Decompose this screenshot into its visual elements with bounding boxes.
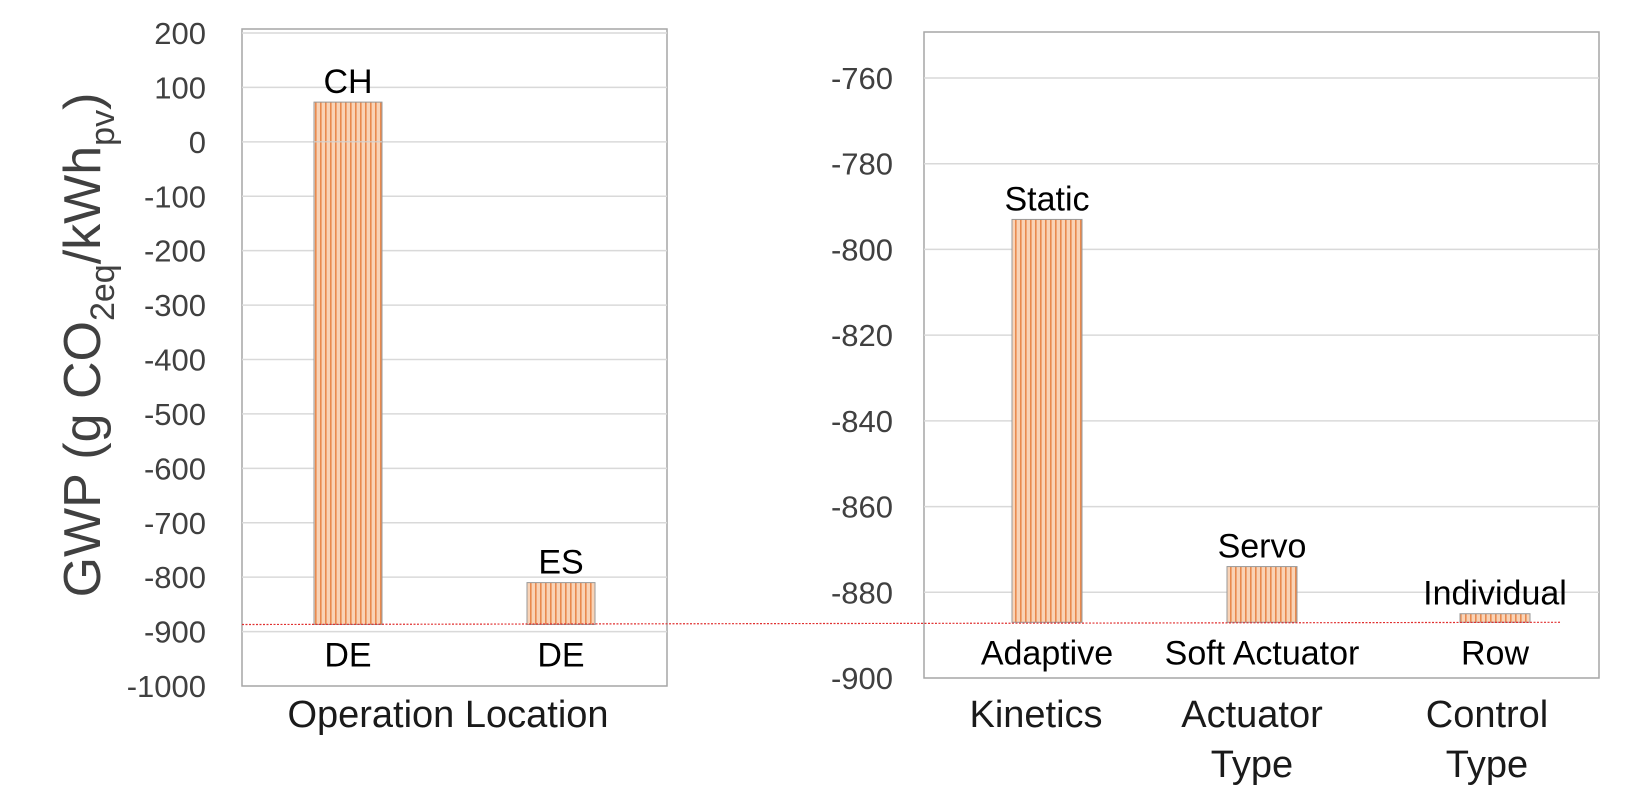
y-tick-label: -800: [144, 560, 206, 595]
y-tick-label: -400: [144, 343, 206, 378]
right-group-titles: Kinetics Actuator Type Control Type: [969, 694, 1548, 786]
reference-line-layer: [241, 621, 1561, 626]
y-axis-title-mid: /kWh: [54, 146, 112, 264]
y-tick-label: -300: [144, 288, 206, 323]
y-tick-label: -500: [144, 397, 206, 432]
y-tick-label: -860: [831, 490, 893, 525]
group-title-line: Control: [1426, 694, 1549, 736]
bar-top-label: Static: [1004, 180, 1089, 218]
y-tick-label: -820: [831, 318, 893, 353]
bar-bottom-label: Adaptive: [981, 634, 1113, 672]
bar: [1011, 218, 1083, 623]
bar: [526, 582, 596, 626]
group-title-line: Actuator: [1181, 694, 1323, 736]
bar-top-label: Individual: [1423, 575, 1567, 613]
bar-bottom-label: Soft Actuator: [1165, 634, 1360, 672]
group-title-line: Kinetics: [969, 694, 1102, 736]
y-tick-label: -760: [831, 61, 893, 96]
y-axis-title-sub1: 2eq: [84, 264, 122, 321]
bar-bottom-label: Row: [1461, 634, 1529, 672]
x-axis-title-operation-location: Operation Location: [287, 694, 608, 736]
group-title-line: Type: [1211, 744, 1293, 786]
y-axis-title: GWP (g CO2eq/kWhpv): [54, 93, 122, 598]
bar-bottom-label: DE: [324, 637, 371, 675]
bar: [1459, 613, 1531, 623]
y-tick-label: -880: [831, 575, 893, 610]
y-axis-title-suffix: ): [54, 93, 112, 110]
y-tick-label: -700: [144, 506, 206, 541]
y-tick-label: -840: [831, 404, 893, 439]
bar-bottom-label: DE: [537, 637, 584, 675]
y-tick-label: -1000: [127, 669, 206, 704]
bar: [1226, 566, 1298, 623]
y-tick-label: -900: [144, 615, 206, 650]
y-tick-label: -900: [831, 661, 893, 696]
bar-top-label: CH: [323, 63, 372, 101]
group-title-line: Type: [1446, 744, 1528, 786]
y-tick-label: 100: [154, 70, 206, 105]
y-axis-title-sub2: pv: [84, 110, 122, 146]
y-tick-label: -100: [144, 179, 206, 214]
y-tick-label: -600: [144, 451, 206, 486]
y-tick-label: 200: [154, 16, 206, 51]
y-tick-label: -800: [831, 232, 893, 267]
bar: [313, 101, 383, 626]
y-tick-label: -780: [831, 147, 893, 182]
right-chart-panel: -760 -780 -800 -820 -840 -860 -880 -900 Static Ad…: [831, 31, 1600, 696]
y-axis-title-prefix: GWP (g CO: [54, 321, 112, 597]
plot-frame: [241, 28, 668, 687]
bar-top-label: ES: [538, 544, 583, 582]
y-tick-label: -200: [144, 234, 206, 269]
left-chart-panel: 200 100 0 -100 -200 -300 -400 -500 -600 -700 -800 -…: [127, 16, 668, 704]
y-tick-label: 0: [189, 125, 206, 160]
reference-line: [241, 621, 1561, 626]
bar-top-label: Servo: [1218, 528, 1307, 566]
